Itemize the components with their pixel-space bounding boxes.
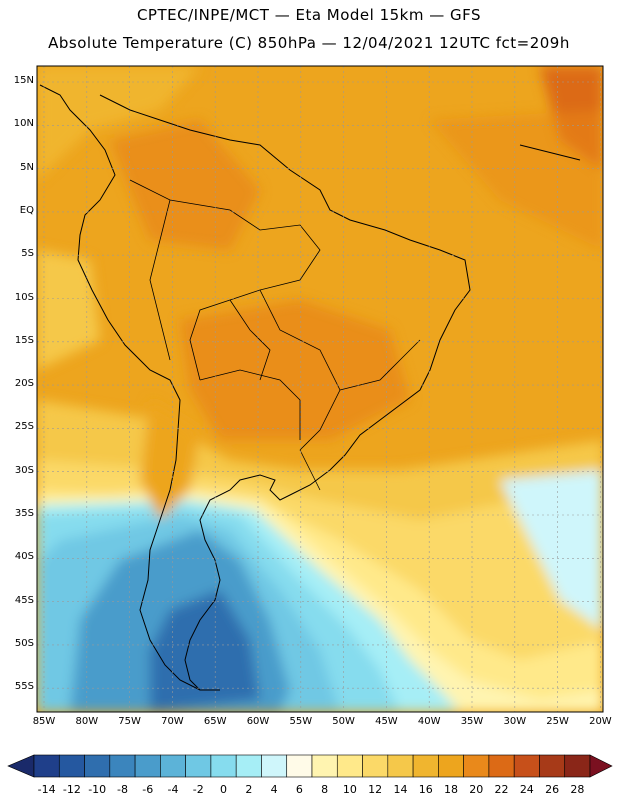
colorbar-label: 14: [393, 783, 408, 796]
lat-label: 20S: [14, 378, 34, 390]
lon-label: 65W: [203, 716, 227, 727]
colorbar-label: 2: [245, 783, 253, 796]
lat-label: 55S: [14, 681, 34, 693]
lon-label: 85W: [32, 716, 56, 727]
colorbar-label: 12: [368, 783, 383, 796]
title-line-2: Absolute Temperature (C) 850hPa — 12/04/…: [48, 34, 570, 52]
lon-label: 25W: [546, 716, 569, 727]
colorbar-swatch: [160, 754, 186, 778]
colorbar-label: 18: [444, 783, 458, 796]
temperature-field: [37, 66, 603, 712]
lon-label: 75W: [118, 716, 141, 727]
colorbar-swatch: [412, 754, 439, 778]
colorbar-right-arrow: [589, 754, 613, 778]
colorbar-label: -10: [88, 783, 107, 796]
title-line-1: CPTEC/INPE/MCT — Eta Model 15km — GFS: [136, 6, 482, 24]
colorbar-label: -14: [37, 783, 56, 796]
lat-label: 30S: [14, 464, 34, 476]
lon-label: 50W: [332, 716, 355, 727]
lon-label: 40W: [417, 716, 441, 727]
colorbar-label: -2: [192, 783, 204, 796]
colorbar-label: 0: [220, 783, 228, 796]
colorbar-swatch: [261, 754, 288, 778]
colorbar-label: 26: [545, 783, 560, 796]
colorbar-label: 10: [342, 783, 357, 796]
colorbar-left-arrow: [7, 754, 35, 778]
colorbar-swatch: [84, 754, 111, 778]
colorbar-swatch: [387, 754, 414, 778]
lon-label: 45W: [375, 716, 398, 727]
colorbar-swatch: [463, 754, 490, 778]
lon-label: 35W: [460, 716, 484, 727]
colorbar-label: 24: [519, 783, 534, 796]
colorbar-label: -8: [116, 783, 128, 796]
lat-label: EQ: [19, 204, 34, 216]
lat-label: 15N: [13, 75, 34, 86]
colorbar-swatch: [109, 754, 136, 778]
colorbar-swatch: [134, 754, 161, 778]
colorbar-label: 6: [295, 783, 303, 796]
lat-label: 45S: [14, 594, 34, 606]
lat-label: 10N: [13, 118, 34, 130]
colorbar-swatch: [235, 754, 262, 778]
colorbar-swatch: [286, 754, 313, 778]
lat-label: 10S: [14, 291, 34, 303]
colorbar-label: -4: [167, 783, 179, 796]
colorbar: [7, 754, 613, 778]
colorbar-swatch: [539, 754, 566, 778]
lat-label: 15S: [14, 334, 34, 346]
lat-label: 5S: [21, 248, 34, 260]
lat-label: 35S: [14, 508, 34, 519]
colorbar-label: 22: [494, 783, 509, 796]
colorbar-label: -6: [142, 783, 154, 796]
colorbar-label: 20: [469, 783, 484, 796]
colorbar-swatch: [58, 754, 85, 778]
colorbar-swatch: [336, 754, 363, 778]
colorbar-label: 8: [321, 783, 329, 796]
map-frame: [36, 65, 604, 713]
lon-label: 30W: [503, 716, 527, 727]
colorbar-swatch: [513, 754, 540, 778]
colorbar-label: 16: [418, 783, 433, 796]
lat-label: 40S: [14, 551, 34, 563]
colorbar-label: -12: [62, 783, 81, 796]
colorbar-swatch: [185, 754, 212, 778]
lon-label: 20W: [589, 716, 612, 727]
colorbar-swatch: [488, 754, 515, 778]
colorbar-label: 28: [570, 783, 585, 796]
lon-label: 70W: [161, 716, 184, 727]
colorbar-swatch: [210, 754, 237, 778]
colorbar-swatch: [438, 754, 464, 778]
colorbar-swatch: [33, 754, 60, 778]
colorbar-swatch: [564, 754, 591, 778]
colorbar-swatch: [311, 754, 338, 778]
lat-label: 5N: [20, 161, 34, 173]
lat-label: 25S: [14, 421, 34, 433]
lat-label: 50S: [14, 637, 34, 649]
lon-label: 80W: [75, 716, 99, 727]
lon-label: 60W: [246, 716, 270, 727]
colorbar-swatch: [362, 754, 389, 778]
colorbar-label: 4: [270, 783, 278, 796]
lon-label: 55W: [289, 716, 313, 727]
